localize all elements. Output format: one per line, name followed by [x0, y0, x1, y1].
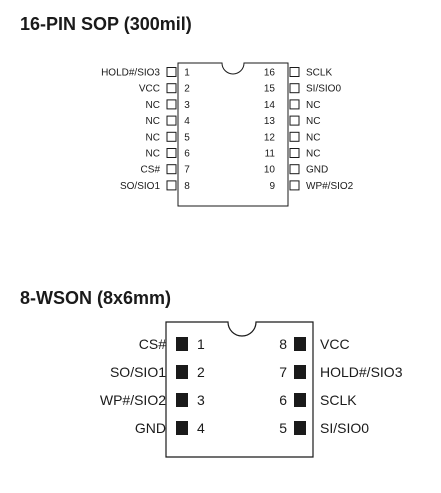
sop-pin-pad [166, 67, 177, 77]
sop-pin-pad [166, 99, 177, 110]
sop-pin-number: 14 [264, 100, 276, 111]
sop-pin-number: 11 [265, 149, 276, 160]
sop-pin-number: 2 [184, 84, 190, 95]
sop-pin-label: SCLK [306, 68, 332, 79]
sop-pin-label: NC [306, 132, 320, 143]
sop-pin-pad [289, 180, 300, 191]
wson-pin-pad [294, 365, 306, 379]
sop-pin-number: 9 [269, 181, 275, 192]
sop-pin-number: 6 [184, 149, 190, 160]
sop-pin-pad [289, 131, 300, 142]
sop-pin-label: NC [146, 116, 160, 127]
sop-pin-label: NC [306, 149, 320, 160]
wson-pin-number: 5 [279, 420, 287, 436]
sop-pin-label: HOLD#/SIO3 [101, 68, 160, 79]
sop-title: 16-PIN SOP (300mil) [20, 14, 192, 34]
sop-pin-label: GND [306, 165, 328, 176]
wson-pin-number: 8 [279, 336, 287, 352]
wson-pin-pad [176, 421, 188, 435]
sop-pin-label: NC [146, 100, 160, 111]
wson-pin-number: 4 [197, 420, 205, 436]
wson-pin-label: CS# [139, 336, 166, 352]
sop-pin-pad [289, 115, 300, 126]
wson-pin-label: VCC [320, 336, 350, 352]
wson-pin-number: 1 [197, 336, 205, 352]
sop-pin-pad [166, 180, 177, 191]
sop-pin-pad [166, 131, 177, 142]
wson-pin-label: SO/SIO1 [110, 364, 166, 380]
sop-pin-pad [289, 148, 300, 158]
wson-package-body [165, 321, 314, 458]
sop-pin-number: 7 [184, 165, 190, 176]
wson-pin-pad [294, 337, 306, 351]
sop-pin-label: SI/SIO0 [306, 84, 341, 95]
sop-pin-label: VCC [139, 84, 160, 95]
sop-pin-label: WP#/SIO2 [306, 181, 354, 192]
wson-pin-pad [176, 393, 188, 407]
sop-pin-pad [289, 83, 300, 94]
sop-pin-number: 8 [184, 181, 190, 192]
wson-pin-pad [294, 421, 306, 435]
sop-pin-number: 16 [264, 68, 276, 79]
sop-pin-label: CS# [141, 165, 161, 176]
wson-pin-number: 3 [197, 392, 205, 408]
sop-pin-number: 10 [264, 165, 276, 176]
sop-pin-pad [166, 115, 177, 126]
wson-pin-number: 7 [279, 364, 287, 380]
sop-pin-number: 12 [264, 132, 276, 143]
wson-pin-label: HOLD#/SIO3 [320, 364, 403, 380]
wson-pin-pad [176, 337, 188, 351]
wson-pin-label: SI/SIO0 [320, 420, 369, 436]
sop-pin-label: NC [306, 116, 320, 127]
sop-pin-number: 15 [264, 84, 276, 95]
sop-pin-pad [289, 67, 300, 77]
wson-pin-label: SCLK [320, 392, 357, 408]
wson-pin-number: 6 [279, 392, 287, 408]
sop-pin-label: NC [306, 100, 320, 111]
wson-pin-pad [176, 365, 188, 379]
sop-pin-number: 1 [184, 68, 190, 79]
sop-pin-number: 3 [184, 100, 190, 111]
sop-pin-pad [166, 83, 177, 94]
wson-pin-pad [294, 393, 306, 407]
sop-pin-label: NC [146, 149, 160, 160]
wson-title: 8-WSON (8x6mm) [20, 288, 172, 308]
sop-pin-pad [289, 99, 300, 110]
sop-pin-number: 5 [184, 132, 190, 143]
sop-pin-number: 13 [264, 116, 276, 127]
wson-pin-number: 2 [197, 364, 205, 380]
sop-pin-pad [166, 164, 177, 175]
sop-pin-label: SO/SIO1 [120, 181, 160, 192]
sop-pin-pad [289, 164, 300, 175]
sop-package-body [177, 62, 289, 207]
wson-pin-label: GND [135, 420, 166, 436]
wson-pin-label: WP#/SIO2 [100, 392, 166, 408]
sop-pin-pad [166, 148, 177, 158]
sop-pin-number: 4 [184, 116, 190, 127]
sop-pin-label: NC [146, 132, 160, 143]
